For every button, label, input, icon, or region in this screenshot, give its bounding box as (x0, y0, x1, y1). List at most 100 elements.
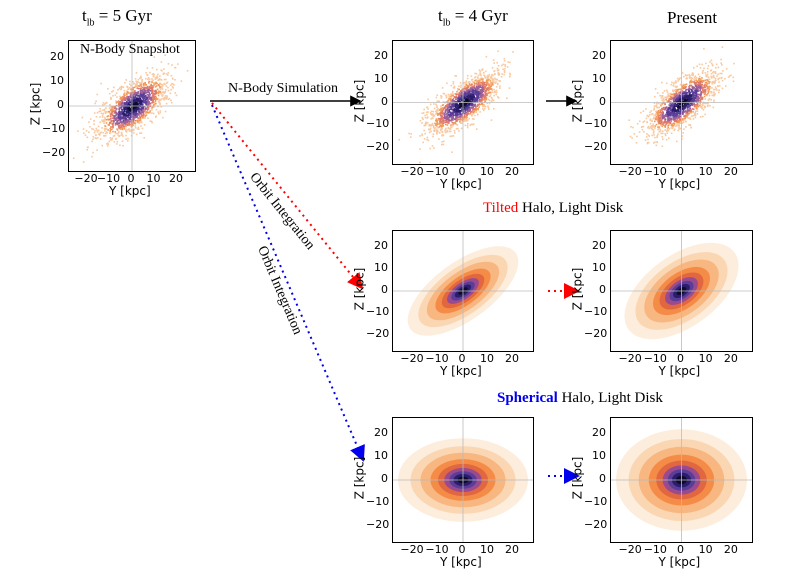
x-axis-label: Y [kpc] (440, 177, 482, 191)
x-tick-label: 10 (480, 165, 494, 178)
x-tick-label: 10 (146, 172, 161, 185)
x-tick-label: 10 (698, 543, 713, 556)
y-tick-label: 10 (592, 71, 606, 85)
y-tick-label: −20 (584, 327, 608, 341)
x-tick-label: 10 (480, 352, 494, 365)
title-5gyr: tlb = 5 Gyr (82, 6, 152, 29)
panel-4gyr-tilted (392, 230, 534, 352)
row-header-spherical: Spherical Halo, Light Disk (497, 390, 663, 406)
row-header-tilted: Tilted Halo, Light Disk (483, 200, 624, 216)
panel-present-tilted (610, 230, 753, 352)
x-tick-label: 0 (458, 165, 466, 178)
y-tick-label: 20 (374, 426, 388, 440)
y-axis-label: Z [kpc] (28, 82, 43, 126)
x-tick-label: −10 (425, 165, 449, 178)
x-axis-label: Y [kpc] (109, 184, 151, 198)
orbit-arrow-red (211, 102, 364, 290)
spherical-word: Spherical (497, 390, 558, 406)
y-tick-label: −10 (366, 117, 390, 131)
x-tick-label: 10 (698, 352, 713, 365)
y-tick-label: 0 (599, 472, 606, 485)
y-axis-label: Z [kpc] (352, 267, 367, 311)
x-tick-label: −10 (425, 543, 449, 556)
y-tick-label: −20 (584, 140, 608, 154)
title-4gyr: tlb = 4 Gyr (438, 6, 508, 29)
y-tick-label: 0 (381, 283, 388, 296)
x-tick-label: 20 (505, 543, 519, 556)
y-tick-label: −20 (366, 140, 390, 154)
x-tick-label: 0 (677, 165, 684, 178)
panel-4gyr-spherical (392, 417, 534, 543)
y-tick-label: 20 (374, 238, 388, 252)
x-tick-label: −20 (400, 165, 424, 178)
x-tick-label: 20 (505, 352, 519, 365)
y-tick-label: −10 (584, 494, 608, 508)
y-tick-label: −10 (42, 122, 66, 136)
y-tick-label: −20 (42, 146, 66, 160)
y-tick-label: −20 (366, 517, 390, 531)
y-axis-label: Z [kpc] (352, 79, 367, 122)
y-tick-label: 10 (592, 449, 606, 463)
x-axis-label: Y [kpc] (658, 177, 701, 191)
y-tick-label: 10 (374, 260, 388, 274)
x-axis-label: Y [kpc] (440, 364, 482, 378)
y-tick-label: 0 (381, 472, 388, 485)
x-tick-label: 20 (723, 352, 738, 365)
x-tick-label: −20 (618, 543, 642, 556)
y-tick-label: −10 (584, 305, 608, 319)
x-tick-label: 10 (698, 165, 713, 178)
x-tick-label: −10 (425, 352, 449, 365)
x-tick-label: 0 (677, 352, 684, 365)
y-tick-label: 20 (50, 49, 64, 63)
x-tick-label: −20 (400, 352, 424, 365)
nbody-sim-label: N-Body Simulation (228, 81, 339, 96)
y-axis-label: Z [kpc] (570, 79, 585, 122)
tilted-word: Tilted (483, 200, 519, 216)
x-tick-label: 0 (458, 543, 466, 556)
y-tick-label: −20 (584, 517, 608, 531)
x-tick-label: 20 (723, 543, 738, 556)
snapshot-label: N-Body Snapshot (80, 42, 180, 57)
x-tick-label: 10 (480, 543, 494, 556)
particle-distribution (72, 54, 189, 163)
x-tick-label: −20 (618, 165, 642, 178)
y-axis-label: Z [kpc] (570, 267, 585, 311)
particle-distribution (398, 50, 514, 164)
y-tick-label: −10 (366, 305, 390, 319)
density-map (398, 438, 528, 522)
y-tick-label: 10 (374, 449, 388, 463)
y-tick-label: 20 (592, 426, 606, 440)
x-axis-label: Y [kpc] (658, 555, 701, 569)
x-tick-label: 0 (127, 172, 135, 185)
y-tick-label: 0 (599, 283, 606, 296)
y-axis-label: Z [kpc] (570, 456, 585, 500)
y-tick-label: −20 (366, 327, 390, 341)
y-tick-label: 10 (374, 71, 388, 85)
x-tick-label: −20 (400, 543, 424, 556)
title-present: Present (667, 8, 718, 27)
y-axis-label: Z [kpc] (352, 456, 367, 500)
panel-5gyr-nbody (68, 40, 196, 172)
x-tick-label: −20 (74, 172, 98, 185)
x-tick-label: 20 (723, 165, 738, 178)
y-tick-label: 20 (374, 48, 388, 62)
x-tick-label: 20 (505, 165, 519, 178)
x-axis-label: Y [kpc] (658, 364, 701, 378)
x-tick-label: −10 (643, 352, 667, 365)
panel-present-spherical (610, 417, 753, 543)
y-tick-label: −10 (584, 117, 608, 131)
y-tick-label: 0 (381, 94, 388, 108)
x-tick-label: 0 (458, 352, 466, 365)
x-tick-label: −10 (643, 543, 667, 556)
y-tick-label: 10 (592, 260, 606, 274)
orbit-arrow-blue (211, 104, 365, 462)
y-tick-label: 20 (592, 238, 606, 252)
y-tick-label: 0 (57, 98, 64, 111)
x-tick-label: 20 (169, 172, 183, 185)
x-tick-label: −20 (618, 352, 642, 365)
x-tick-label: −10 (643, 165, 667, 178)
x-axis-label: Y [kpc] (440, 555, 482, 569)
y-tick-label: 0 (599, 94, 606, 108)
panel-4gyr-nbody (392, 40, 534, 165)
